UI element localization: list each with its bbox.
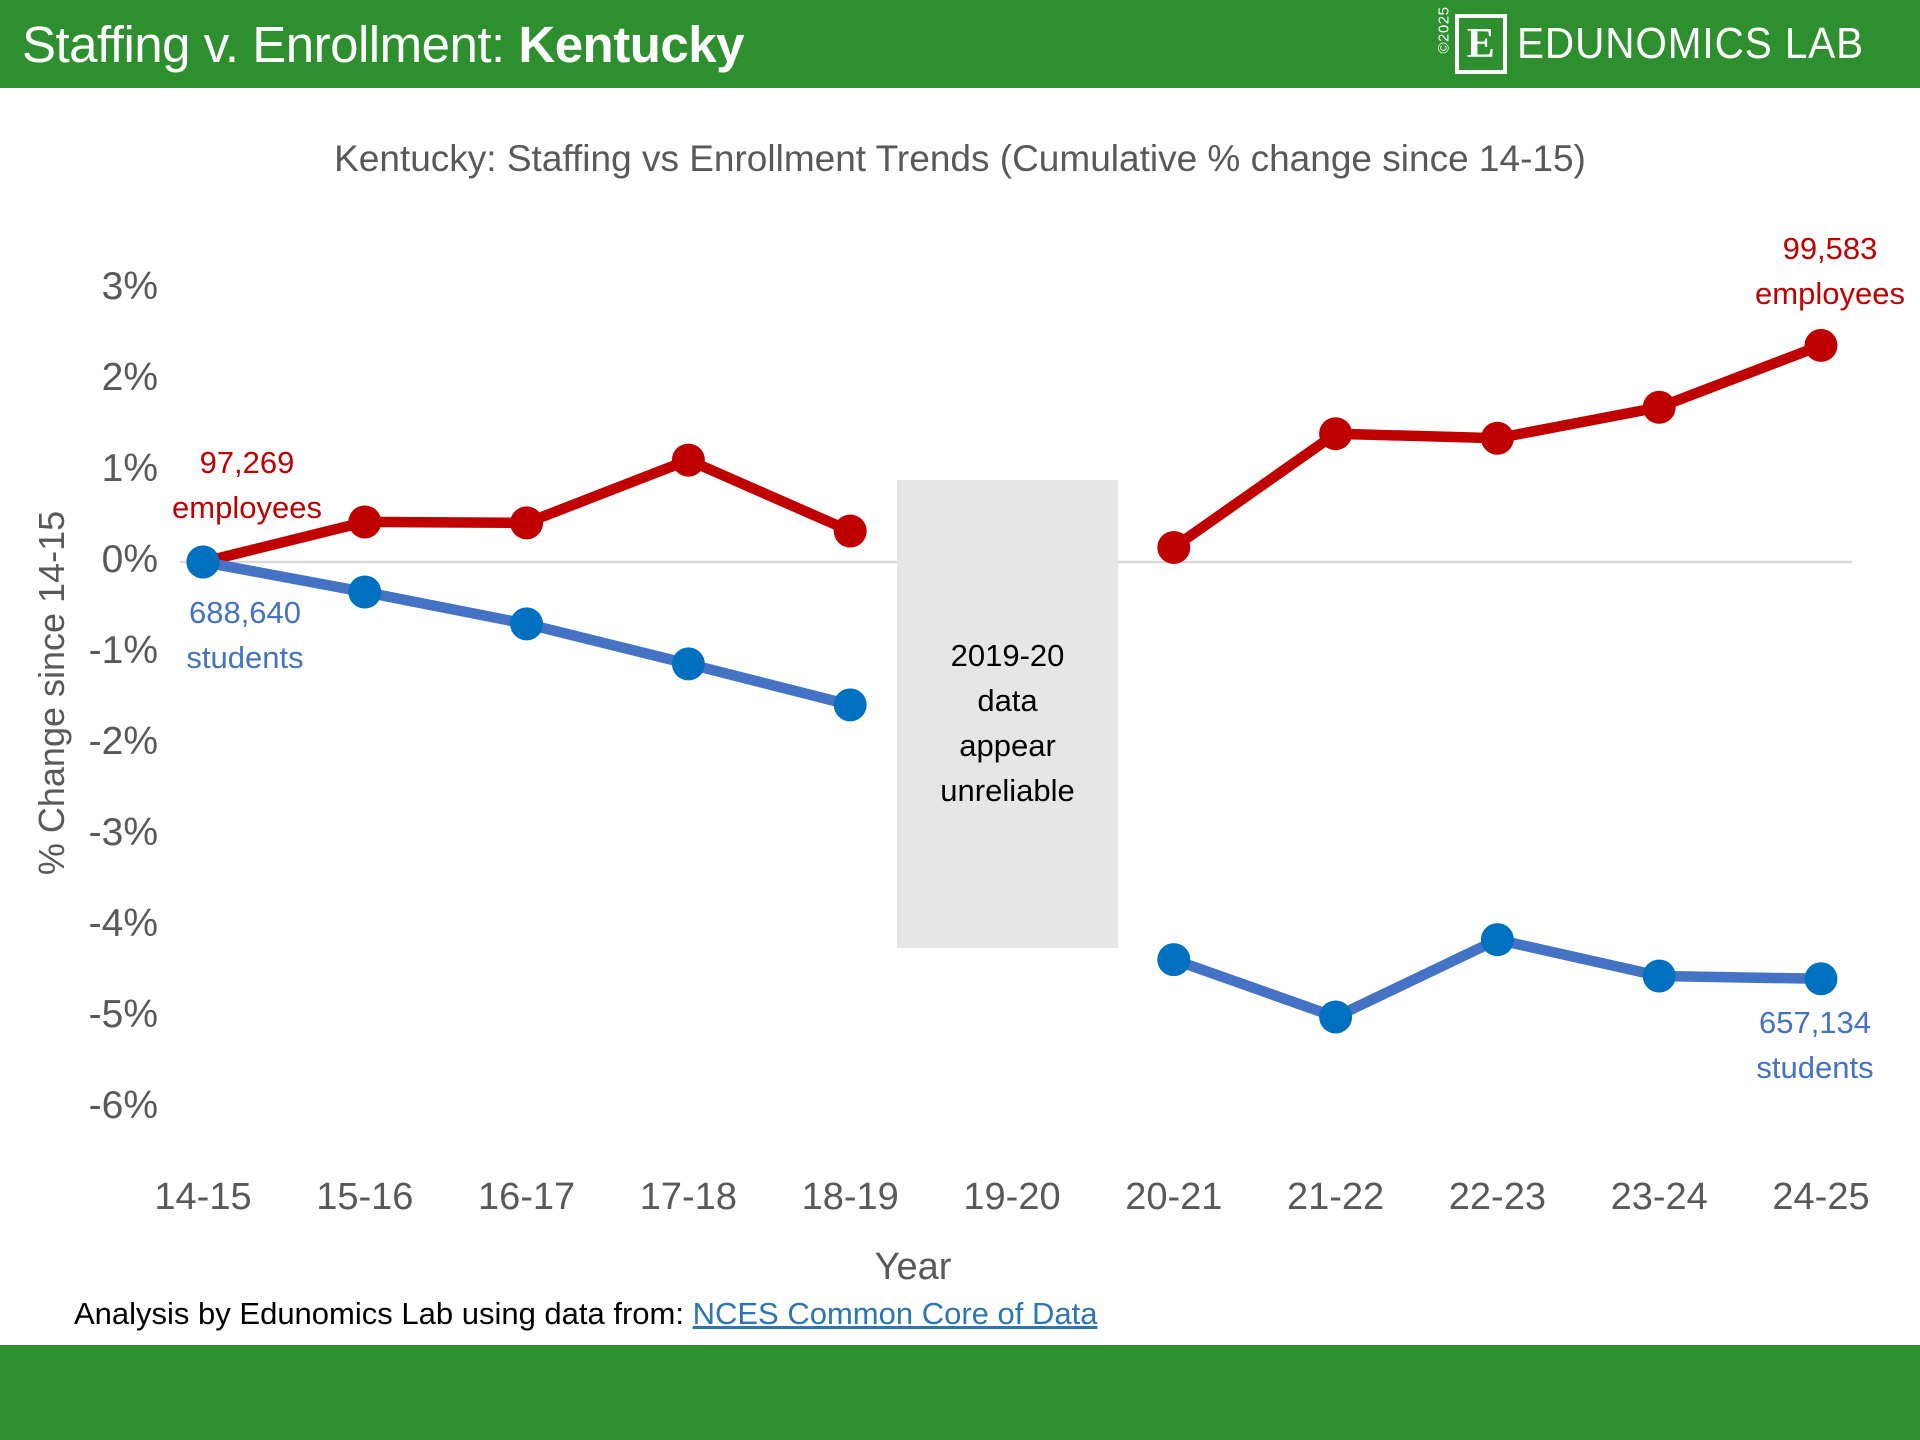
footer-bar bbox=[0, 1345, 1920, 1440]
students-point-21-22 bbox=[1319, 1000, 1353, 1034]
students-end-label: 657,134 students bbox=[1705, 1000, 1920, 1090]
employees-point-22-23 bbox=[1480, 421, 1514, 455]
nces-link[interactable]: NCES Common Core of Data bbox=[692, 1296, 1098, 1331]
y-tick--1%: -1% bbox=[88, 629, 158, 672]
y-tick-2%: 2% bbox=[101, 356, 158, 399]
page-title-prefix: Staffing v. Enrollment: bbox=[22, 15, 519, 73]
students-start-label-text: students bbox=[186, 640, 304, 675]
employees-point-15-16 bbox=[348, 505, 382, 539]
students-start-label: 688,640 students bbox=[135, 590, 355, 680]
students-end-label-text: 657,134 bbox=[1758, 1005, 1872, 1040]
students-point-23-24 bbox=[1642, 959, 1676, 993]
x-tick-18-19: 18-19 bbox=[801, 1176, 899, 1218]
page-title-state: Kentucky bbox=[518, 15, 744, 73]
annotation-line-4: unreliable bbox=[940, 773, 1075, 808]
employees-start-label-text: employees bbox=[172, 490, 322, 525]
logo-letter: E bbox=[1466, 21, 1495, 67]
employees-point-24-25 bbox=[1804, 328, 1838, 362]
annotation-line-1: 2019-20 bbox=[950, 638, 1065, 673]
data-unreliable-annotation: 2019-20 data appear unreliable bbox=[897, 480, 1118, 948]
edunomics-e-icon: E bbox=[1454, 14, 1507, 74]
students-point-24-25 bbox=[1804, 962, 1838, 996]
students-point-17-18 bbox=[671, 647, 705, 681]
header-bar: Staffing v. Enrollment: Kentucky ©2025 E… bbox=[0, 0, 1920, 88]
students-point-18-19 bbox=[833, 688, 867, 722]
x-tick-17-18: 17-18 bbox=[639, 1176, 737, 1218]
employees-point-16-17 bbox=[510, 506, 544, 540]
x-tick-16-17: 16-17 bbox=[477, 1176, 576, 1218]
employees-start-label: 97,269 employees bbox=[137, 440, 357, 530]
page-title: Staffing v. Enrollment: Kentucky bbox=[0, 15, 744, 74]
x-tick-23-24: 23-24 bbox=[1610, 1176, 1708, 1218]
students-point-20-21 bbox=[1157, 943, 1191, 977]
x-tick-15-16: 15-16 bbox=[316, 1176, 414, 1218]
employees-end-label-text: employees bbox=[1755, 276, 1905, 311]
employees-end-label-text: 99,583 bbox=[1782, 231, 1878, 266]
x-axis-title: Year bbox=[874, 1246, 952, 1288]
footnote: Analysis by Edunomics Lab using data fro… bbox=[74, 1296, 1097, 1332]
employees-point-23-24 bbox=[1642, 390, 1676, 424]
x-tick-14-15: 14-15 bbox=[154, 1176, 252, 1218]
students-point-16-17 bbox=[510, 607, 544, 641]
students-point-22-23 bbox=[1480, 923, 1514, 957]
y-tick-1%: 1% bbox=[101, 447, 158, 490]
x-tick-21-22: 21-22 bbox=[1286, 1176, 1385, 1218]
employees-point-18-19 bbox=[833, 514, 867, 548]
annotation-line-2: data bbox=[977, 683, 1038, 718]
chart-title: Kentucky: Staffing vs Enrollment Trends … bbox=[334, 138, 1586, 179]
x-tick-22-23: 22-23 bbox=[1448, 1176, 1546, 1218]
y-tick--3%: -3% bbox=[88, 811, 158, 854]
y-tick-0%: 0% bbox=[101, 538, 158, 581]
employees-end-label: 99,583 employees bbox=[1720, 226, 1920, 316]
employees-point-17-18 bbox=[671, 443, 705, 477]
students-point-15-16 bbox=[348, 575, 382, 609]
x-tick-20-21: 20-21 bbox=[1125, 1176, 1223, 1218]
students-end-label-text: students bbox=[1756, 1050, 1874, 1085]
x-tick-19-20: 19-20 bbox=[963, 1176, 1061, 1218]
y-tick--2%: -2% bbox=[88, 720, 158, 763]
x-tick-24-25: 24-25 bbox=[1772, 1176, 1870, 1218]
edunomics-logo: ©2025 E EDUNOMICS LAB bbox=[1435, 6, 1894, 74]
employees-point-20-21 bbox=[1157, 530, 1191, 564]
annotation-line-3: appear bbox=[959, 728, 1056, 763]
y-tick-3%: 3% bbox=[101, 265, 158, 308]
y-tick--4%: -4% bbox=[88, 902, 158, 945]
students-point-14-15 bbox=[186, 545, 220, 579]
employees-point-21-22 bbox=[1319, 417, 1353, 451]
footnote-text: Analysis by Edunomics Lab using data fro… bbox=[74, 1296, 693, 1331]
y-tick--5%: -5% bbox=[88, 993, 158, 1036]
students-start-label-text: 688,640 bbox=[188, 595, 302, 630]
y-tick--6%: -6% bbox=[88, 1084, 158, 1127]
logo-wordmark: EDUNOMICS LAB bbox=[1516, 19, 1864, 68]
employees-start-label-text: 97,269 bbox=[199, 445, 295, 480]
